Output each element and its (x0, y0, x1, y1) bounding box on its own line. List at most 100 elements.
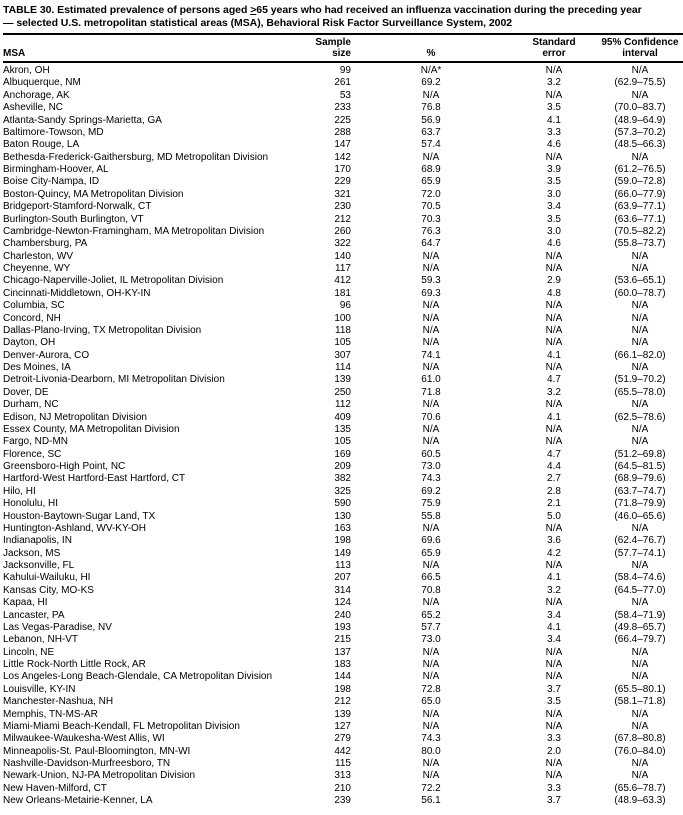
standard-error-cell: 3.3 (547, 126, 561, 138)
table-row: New Orleans-Metairie-Kenner, LA 239 56.1 3.… (3, 795, 683, 807)
sample-size-cell: 409 (334, 411, 351, 423)
msa-cell: Akron, OH (3, 65, 50, 76)
table-row: Hilo, HI 325 69.2 2.8 (63.7–74.7) (3, 486, 683, 498)
percent-cell: N/A (422, 646, 440, 658)
confidence-interval-cell: (48.9–64.9) (614, 114, 666, 126)
msa-cell: Baltimore-Towson, MD (3, 126, 104, 138)
msa-cell: Baton Rouge, LA (3, 139, 80, 151)
standard-error-cell: 3.3 (547, 733, 561, 745)
sample-size-cell: 590 (334, 498, 351, 510)
msa-cell: Chicago-Naperville-Joliet, IL Metropolit… (3, 275, 224, 287)
confidence-interval-cell: N/A (631, 151, 649, 163)
standard-error-cell: 3.2 (547, 584, 561, 596)
confidence-interval-cell: N/A (631, 312, 649, 324)
sample-size-cell: 147 (334, 139, 351, 151)
msa-cell: Milwaukee-Waukesha-West Allis, WI (3, 733, 165, 745)
table-title: TABLE 30. Estimated prevalence of person… (3, 4, 683, 30)
sample-size-cell: 225 (334, 114, 351, 126)
percent-cell: N/A (422, 250, 440, 262)
confidence-interval-cell: (48.9–63.3) (614, 795, 666, 807)
confidence-interval-cell: (71.8–79.9) (614, 498, 666, 510)
percent-cell: 57.7 (421, 621, 441, 633)
standard-error-cell: 4.6 (547, 139, 561, 151)
standard-error-cell: 3.6 (547, 535, 561, 547)
table-row: Greensboro-High Point, NC 209 73.0 4.4 (64.5… (3, 461, 683, 473)
percent-cell: 69.6 (421, 535, 441, 547)
msa-cell: Florence, SC (3, 448, 62, 460)
msa-cell: Greensboro-High Point, NC (3, 461, 126, 472)
standard-error-cell: 3.0 (547, 225, 561, 237)
confidence-interval-cell: N/A (631, 597, 649, 609)
percent-cell: 59.3 (421, 275, 441, 287)
table-row: Cheyenne, WY 117 N/A N/A N/A (3, 263, 683, 275)
percent-cell: N/A (422, 423, 440, 435)
standard-error-cell: 2.1 (547, 498, 561, 510)
confidence-interval-cell: N/A (631, 522, 649, 534)
percent-cell: 74.1 (421, 349, 441, 361)
confidence-interval-cell: N/A (631, 659, 649, 670)
standard-error-cell: 4.7 (547, 448, 561, 460)
standard-error-cell: 2.7 (547, 473, 561, 485)
sample-size-cell: 209 (334, 461, 351, 472)
standard-error-cell: 4.4 (547, 461, 561, 472)
confidence-interval-cell: (58.4–71.9) (614, 609, 666, 621)
confidence-interval-cell: (68.9–79.6) (614, 473, 666, 485)
confidence-interval-cell: (62.4–76.7) (614, 535, 666, 547)
standard-error-cell: 2.9 (547, 275, 561, 287)
msa-cell: Denver-Aurora, CO (3, 349, 90, 361)
sample-size-cell: 53 (339, 89, 351, 101)
sample-size-cell: 230 (334, 201, 351, 213)
confidence-interval-cell: (48.5–66.3) (614, 139, 666, 151)
sample-size-cell: 382 (334, 473, 351, 485)
msa-cell: Dayton, OH (3, 337, 56, 349)
confidence-interval-cell: (66.1–82.0) (614, 349, 666, 361)
percent-cell: 73.0 (421, 461, 441, 472)
table-row: Boston-Quincy, MA Metropolitan Division 3… (3, 189, 683, 201)
percent-cell: 70.8 (421, 584, 441, 596)
percent-cell: N/A (422, 362, 440, 373)
table-row: Detroit-Livonia-Dearborn, MI Metropolita… (3, 374, 683, 386)
percent-cell: 73.0 (421, 634, 441, 646)
sample-size-cell: 412 (334, 275, 351, 287)
confidence-interval-cell: (61.2–76.5) (614, 164, 666, 175)
table-row: Hartford-West Hartford-East Hartford, CT… (3, 473, 683, 485)
confidence-interval-cell: (57.3–70.2) (614, 126, 666, 138)
sample-size-cell: 100 (334, 312, 351, 324)
standard-error-cell: N/A (545, 423, 563, 435)
confidence-interval-cell: (55.8–73.7) (614, 238, 666, 250)
table-row: Durham, NC 112 N/A N/A N/A (3, 399, 683, 411)
sample-size-cell: 140 (334, 250, 351, 262)
msa-cell: Minneapolis-St. Paul-Bloomington, MN-WI (3, 745, 191, 757)
table-row: Newark-Union, NJ-PA Metropolitan Divisio… (3, 770, 683, 782)
table-row: Nashville-Davidson-Murfreesboro, TN 115 N/… (3, 758, 683, 770)
sample-size-cell: 142 (334, 151, 351, 163)
table-row: Memphis, TN-MS-AR 139 N/A N/A N/A (3, 709, 683, 721)
percent-cell: 69.3 (421, 287, 441, 299)
table-row: Kansas City, MO-KS 314 70.8 3.2 (64.5–77.0) (3, 585, 683, 597)
percent-cell: 76.8 (421, 102, 441, 114)
sample-size-cell: 260 (334, 225, 351, 237)
sample-size-cell: 137 (334, 646, 351, 658)
standard-error-cell: N/A (545, 337, 563, 349)
confidence-interval-cell: (66.0–77.9) (614, 188, 666, 200)
sample-size-cell: 314 (334, 584, 351, 596)
standard-error-cell: 5.0 (547, 510, 561, 522)
sample-size-cell: 321 (334, 188, 351, 200)
sample-size-cell: 239 (334, 795, 351, 807)
standard-error-cell: 3.9 (547, 164, 561, 175)
percent-cell: 69.2 (421, 77, 441, 89)
table-row: Columbia, SC 96 N/A N/A N/A (3, 300, 683, 312)
sample-size-cell: 139 (334, 708, 351, 720)
percent-cell: 65.9 (421, 176, 441, 188)
percent-cell: 56.1 (421, 795, 441, 807)
percent-cell: N/A (422, 522, 440, 534)
table-row: Jacksonville, FL 113 N/A N/A N/A (3, 560, 683, 572)
standard-error-cell: 3.4 (547, 634, 561, 646)
percent-cell: N/A (422, 89, 440, 101)
table-row: Indianapolis, IN 198 69.6 3.6 (62.4–76.7) (3, 535, 683, 547)
table-row: Jackson, MS 149 65.9 4.2 (57.7–74.1) (3, 548, 683, 560)
percent-cell: N/A (422, 560, 440, 571)
standard-error-cell: N/A (545, 646, 563, 658)
standard-error-cell: 4.2 (547, 547, 561, 559)
percent-cell: N/A (422, 263, 440, 274)
